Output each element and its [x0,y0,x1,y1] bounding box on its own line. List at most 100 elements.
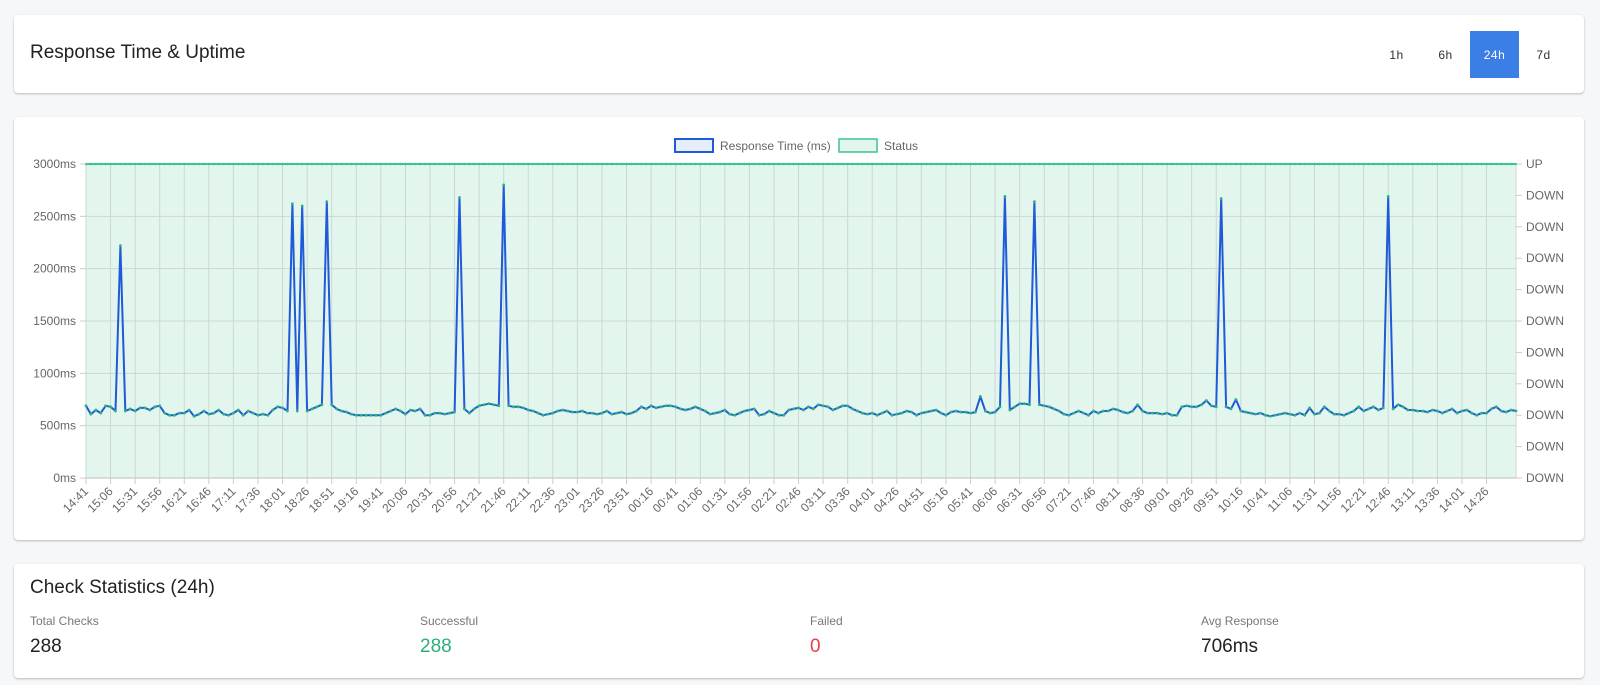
response-point[interactable] [467,411,471,415]
response-point[interactable] [232,411,235,415]
response-point[interactable] [625,412,628,416]
response-point[interactable] [728,412,732,416]
response-point[interactable] [94,408,98,412]
response-point[interactable] [364,413,368,417]
response-point[interactable] [1067,413,1071,417]
response-point[interactable] [831,408,835,412]
response-point[interactable] [551,411,555,415]
response-point[interactable] [964,410,968,414]
response-point[interactable] [1440,411,1444,415]
response-point[interactable] [143,406,147,410]
response-point[interactable] [1460,409,1464,413]
response-point[interactable] [1283,411,1287,415]
response-point[interactable] [399,409,402,413]
response-point[interactable] [723,408,727,412]
response-point[interactable] [929,409,933,413]
response-point[interactable] [1249,411,1253,415]
response-point[interactable] [1160,412,1164,416]
response-point[interactable] [1480,411,1484,415]
response-point[interactable] [251,411,255,415]
response-point[interactable] [408,408,412,412]
response-point[interactable] [1377,408,1380,412]
response-point[interactable] [630,411,633,415]
response-point[interactable] [708,412,712,416]
response-point[interactable] [379,413,383,417]
response-point[interactable] [620,410,624,414]
response-point[interactable] [988,411,992,415]
response-point[interactable] [1111,407,1115,411]
response-point[interactable] [453,410,456,414]
response-point[interactable] [1273,413,1277,417]
response-point[interactable] [1214,405,1218,409]
response-point[interactable] [443,412,447,416]
response-point[interactable] [1126,411,1130,415]
response-point[interactable] [266,413,270,417]
response-point[interactable] [1401,405,1405,409]
response-point[interactable] [138,406,142,410]
response-point[interactable] [369,413,373,417]
response-point[interactable] [281,406,284,410]
response-point[interactable] [1303,413,1307,417]
response-point[interactable] [802,408,805,412]
response-point[interactable] [1435,409,1439,413]
response-point[interactable] [1421,409,1425,413]
response-point[interactable] [1244,410,1248,414]
response-point[interactable] [192,414,196,418]
response-point[interactable] [1465,408,1469,412]
response-point[interactable] [428,413,432,417]
response-point[interactable] [1023,402,1026,406]
response-point[interactable] [487,402,491,406]
response-point[interactable] [1475,413,1479,417]
response-point[interactable] [423,413,427,417]
response-point[interactable] [910,410,913,414]
response-point[interactable] [1082,411,1085,415]
response-point[interactable] [1470,411,1474,415]
response-point[interactable] [595,412,599,416]
response-point[interactable] [517,405,520,409]
response-point[interactable] [1185,404,1189,408]
response-point[interactable] [1406,408,1410,412]
response-point[interactable] [748,408,751,412]
response-point[interactable] [1504,410,1508,414]
response-point[interactable] [900,411,904,415]
response-point[interactable] [1298,411,1302,415]
response-point[interactable] [526,408,530,412]
response-point[interactable] [1052,407,1056,411]
response-point[interactable] [880,411,884,415]
response-point[interactable] [458,196,461,199]
response-point[interactable] [1411,408,1415,412]
response-point[interactable] [187,408,191,412]
response-point[interactable] [1008,408,1012,412]
response-point[interactable] [806,405,810,409]
response-point[interactable] [1165,411,1169,415]
response-point[interactable] [325,200,329,204]
response-point[interactable] [939,411,943,415]
response-point[interactable] [512,405,515,409]
response-point[interactable] [384,411,388,415]
response-point[interactable] [743,409,746,413]
response-point[interactable] [541,413,545,417]
response-point[interactable] [1318,411,1321,415]
response-point[interactable] [679,407,683,411]
response-point[interactable] [1352,409,1356,413]
response-point[interactable] [84,404,88,408]
response-point[interactable] [969,411,972,415]
response-point[interactable] [1386,195,1390,198]
response-point[interactable] [359,413,363,417]
response-point[interactable] [1322,405,1326,409]
response-point[interactable] [1278,412,1282,416]
response-point[interactable] [1445,409,1449,413]
response-point[interactable] [787,408,791,412]
response-point[interactable] [158,404,162,408]
response-point[interactable] [644,407,648,411]
response-point[interactable] [163,411,167,415]
response-point[interactable] [924,410,928,414]
response-point[interactable] [1337,412,1341,416]
response-point[interactable] [1327,409,1331,413]
response-point[interactable] [295,409,299,413]
response-point[interactable] [433,411,437,415]
response-point[interactable] [1396,403,1400,407]
response-point[interactable] [1180,405,1184,409]
response-point[interactable] [1101,409,1105,413]
response-point[interactable] [1372,405,1375,409]
